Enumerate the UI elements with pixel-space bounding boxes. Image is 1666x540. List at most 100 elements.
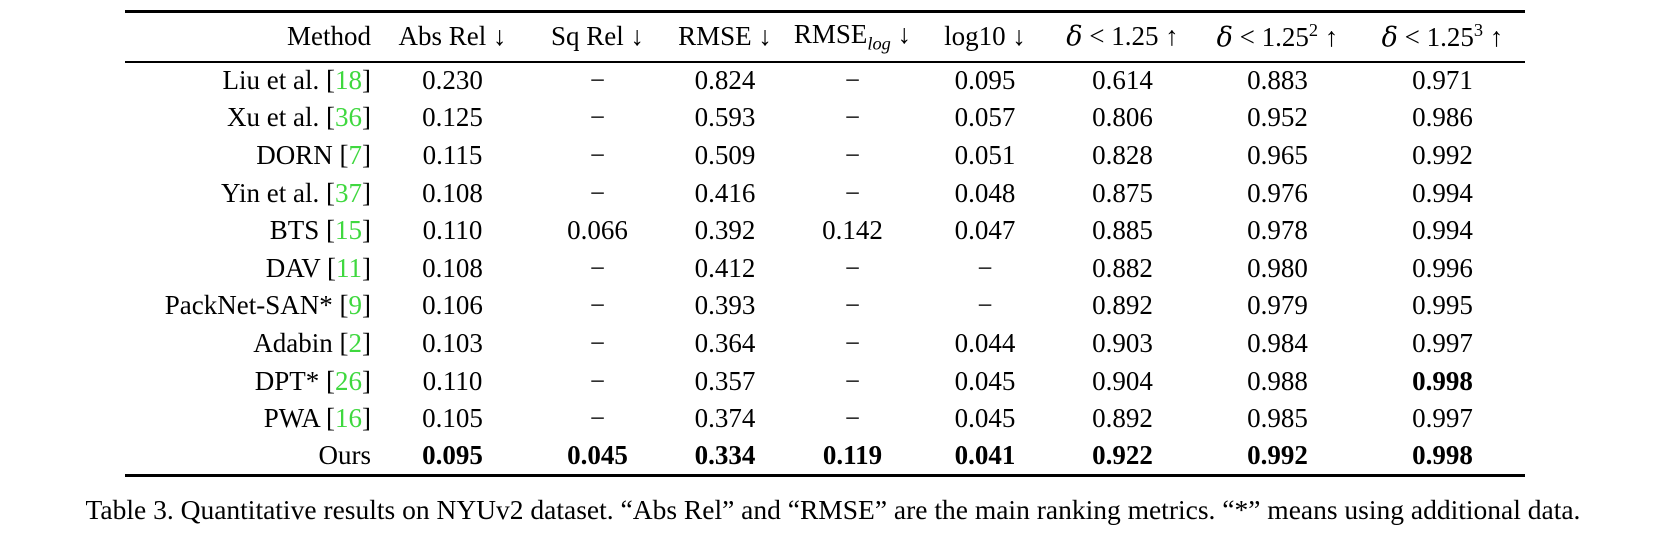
value-cell: 0.119 bbox=[822, 439, 883, 470]
method-cell: DORN [7] bbox=[256, 139, 371, 170]
value-cell: − bbox=[589, 102, 606, 133]
value-cell: 0.997 bbox=[1412, 403, 1473, 434]
value-cell: − bbox=[589, 403, 606, 434]
value-cell: 0.883 bbox=[1247, 65, 1308, 96]
value-cell: − bbox=[589, 139, 606, 170]
value-cell: 0.110 bbox=[422, 215, 483, 246]
value-cell: 0.892 bbox=[1092, 290, 1153, 321]
value-cell: 0.885 bbox=[1092, 215, 1153, 246]
value-cell: − bbox=[844, 365, 861, 396]
value-cell: − bbox=[589, 327, 606, 358]
value-cell: 0.998 bbox=[1412, 365, 1473, 396]
citation-link[interactable]: 2 bbox=[348, 327, 363, 358]
citation-link[interactable]: 11 bbox=[336, 252, 362, 283]
table-row: PWA [16] 0.105 − 0.374 − 0.045 0.892 0.985 0.997 bbox=[125, 400, 1525, 438]
table-row: Liu et al. [18] 0.230 − 0.824 − 0.095 0.614 0.8… bbox=[125, 62, 1525, 100]
value-cell: − bbox=[844, 327, 861, 358]
value-cell: 0.041 bbox=[954, 439, 1016, 470]
value-cell: 0.806 bbox=[1092, 102, 1153, 133]
citation-link[interactable]: 26 bbox=[335, 365, 362, 396]
value-cell: 0.984 bbox=[1247, 327, 1308, 358]
value-cell: 0.044 bbox=[954, 327, 1016, 358]
citation-link[interactable]: 7 bbox=[348, 139, 363, 170]
citation-link[interactable]: 36 bbox=[335, 102, 362, 133]
citation-link[interactable]: 9 bbox=[348, 290, 363, 321]
method-cell: Ours bbox=[318, 439, 372, 470]
table-row: DPT* [26] 0.110 − 0.357 − 0.045 0.904 0.988 0.99… bbox=[125, 362, 1525, 400]
value-cell: − bbox=[844, 403, 861, 434]
value-cell: 0.892 bbox=[1092, 403, 1153, 434]
results-table: Method Abs Rel ↓ Sq Rel ↓ RMSE ↓ RMSElog ↓ lo… bbox=[125, 10, 1525, 477]
value-cell: − bbox=[844, 65, 861, 96]
citation-link[interactable]: 37 bbox=[335, 177, 362, 208]
value-cell: 0.115 bbox=[422, 139, 483, 170]
value-cell: 0.992 bbox=[1247, 439, 1308, 470]
value-cell: 0.992 bbox=[1412, 139, 1473, 170]
value-cell: 0.095 bbox=[954, 65, 1016, 96]
value-cell: 0.374 bbox=[694, 403, 756, 434]
value-cell: 0.057 bbox=[954, 102, 1016, 133]
value-cell: 0.125 bbox=[422, 102, 483, 133]
value-cell: 0.875 bbox=[1092, 177, 1153, 208]
value-cell: 0.045 bbox=[567, 439, 628, 470]
method-cell: DAV [11] bbox=[265, 252, 371, 283]
value-cell: 0.045 bbox=[954, 365, 1016, 396]
value-cell: 0.976 bbox=[1247, 177, 1308, 208]
value-cell: 0.986 bbox=[1412, 102, 1473, 133]
value-cell: 0.971 bbox=[1412, 65, 1473, 96]
value-cell: − bbox=[844, 252, 861, 283]
method-cell: Xu et al. [36] bbox=[227, 102, 371, 133]
value-cell: − bbox=[844, 290, 861, 321]
value-cell: 0.047 bbox=[954, 215, 1016, 246]
column-header-7: δ < 1.252 ↑ bbox=[1195, 11, 1360, 63]
value-cell: 0.392 bbox=[694, 215, 756, 246]
value-cell: 0.979 bbox=[1247, 290, 1308, 321]
column-header-8: δ < 1.253 ↑ bbox=[1360, 11, 1525, 63]
value-cell: 0.985 bbox=[1247, 403, 1308, 434]
delta-symbol: δ bbox=[1381, 22, 1398, 54]
value-cell: 0.988 bbox=[1247, 365, 1308, 396]
value-cell: 0.994 bbox=[1412, 215, 1473, 246]
citation-link[interactable]: 15 bbox=[335, 215, 362, 246]
citation-link[interactable]: 16 bbox=[335, 403, 362, 434]
value-cell: 0.996 bbox=[1412, 252, 1473, 283]
value-cell: 0.824 bbox=[694, 65, 756, 96]
table-row: BTS [15] 0.110 0.066 0.392 0.142 0.047 0.885 0.… bbox=[125, 212, 1525, 250]
value-cell: 0.997 bbox=[1412, 327, 1473, 358]
table-row: DORN [7] 0.115 − 0.509 − 0.051 0.828 0.965 0.992 bbox=[125, 137, 1525, 175]
value-cell: 0.048 bbox=[954, 177, 1016, 208]
value-cell: 0.108 bbox=[422, 177, 483, 208]
method-cell: Adabin [2] bbox=[253, 327, 371, 358]
value-cell: 0.066 bbox=[567, 215, 628, 246]
value-cell: − bbox=[844, 102, 861, 133]
column-header-3: RMSE ↓ bbox=[665, 11, 785, 63]
table-row: Yin et al. [37] 0.108 − 0.416 − 0.048 0.875 0.9… bbox=[125, 174, 1525, 212]
citation-link[interactable]: 18 bbox=[335, 65, 362, 96]
value-cell: 0.904 bbox=[1092, 365, 1153, 396]
column-header-4: RMSElog ↓ bbox=[785, 11, 920, 63]
value-cell: 0.922 bbox=[1092, 439, 1153, 470]
method-cell: DPT* [26] bbox=[254, 365, 371, 396]
results-table-container: Method Abs Rel ↓ Sq Rel ↓ RMSE ↓ RMSElog ↓ lo… bbox=[125, 10, 1525, 477]
value-cell: 0.882 bbox=[1092, 252, 1153, 283]
method-cell: Yin et al. [37] bbox=[221, 177, 371, 208]
value-cell: − bbox=[844, 177, 861, 208]
delta-symbol: δ bbox=[1216, 22, 1233, 54]
method-cell: PackNet-SAN* [9] bbox=[164, 290, 371, 321]
table-body: Liu et al. [18] 0.230 − 0.824 − 0.095 0.614 0.8… bbox=[125, 62, 1525, 476]
value-cell: 0.980 bbox=[1247, 252, 1308, 283]
method-cell: BTS [15] bbox=[269, 215, 371, 246]
value-cell: 0.509 bbox=[694, 139, 756, 170]
value-cell: 0.051 bbox=[954, 139, 1016, 170]
value-cell: 0.994 bbox=[1412, 177, 1473, 208]
value-cell: − bbox=[589, 65, 606, 96]
value-cell: − bbox=[977, 252, 993, 283]
value-cell: 0.416 bbox=[694, 177, 756, 208]
table-row: DAV [11] 0.108 − 0.412 − − 0.882 0.980 0.996 bbox=[125, 249, 1525, 287]
value-cell: 0.965 bbox=[1247, 139, 1308, 170]
value-cell: 0.334 bbox=[694, 439, 756, 470]
value-cell: 0.110 bbox=[422, 365, 483, 396]
value-cell: 0.998 bbox=[1412, 439, 1473, 470]
value-cell: 0.357 bbox=[694, 365, 756, 396]
table-header: Method Abs Rel ↓ Sq Rel ↓ RMSE ↓ RMSElog ↓ lo… bbox=[125, 11, 1525, 63]
